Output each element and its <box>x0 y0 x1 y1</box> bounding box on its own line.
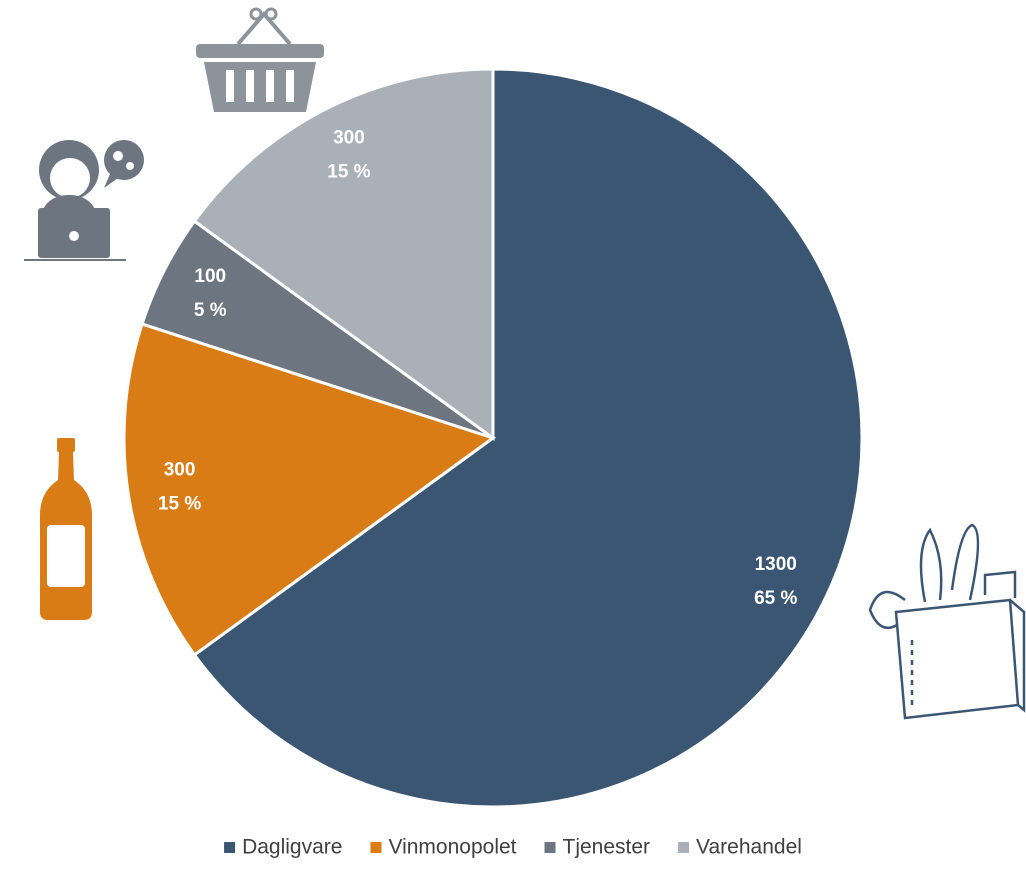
slice-share-label: 5 % <box>194 300 227 321</box>
pie: 1300 65 % 300 15 % 100 5 % 300 15 % <box>122 67 864 809</box>
legend-item: Tjenester <box>544 836 651 859</box>
slice-value-label: 100 <box>194 266 226 287</box>
legend-label: Tjenester <box>563 836 651 859</box>
slice-share-label: 15 % <box>158 494 201 515</box>
pie-slice <box>192 67 864 809</box>
legend-item: Varehandel <box>678 836 802 859</box>
slice-share-label: 65 % <box>754 588 797 609</box>
legend-label: Vinmonopolet <box>388 836 516 859</box>
legend-label: Dagligvare <box>242 836 342 859</box>
pie-slice <box>122 322 497 657</box>
legend: Dagligvare Vinmonopolet Tjenester Varehande… <box>224 836 802 859</box>
legend-label: Varehandel <box>696 836 802 859</box>
legend-swatch <box>370 842 382 853</box>
support-icon <box>24 140 144 261</box>
legend-swatch <box>678 842 690 853</box>
slice-value-label: 300 <box>164 460 196 481</box>
slice-value-label: 1300 <box>755 554 797 575</box>
grocery-icon <box>868 523 1026 720</box>
legend-item: Dagligvare <box>224 836 342 859</box>
slice-share-label: 15 % <box>327 161 370 182</box>
slice-value-label: 300 <box>333 127 365 148</box>
legend-swatch <box>544 842 556 853</box>
legend-swatch <box>224 842 236 853</box>
basket-icon <box>196 7 324 112</box>
bottle-icon <box>40 438 92 620</box>
pie-slice <box>192 67 495 441</box>
legend-item: Vinmonopolet <box>370 836 517 859</box>
